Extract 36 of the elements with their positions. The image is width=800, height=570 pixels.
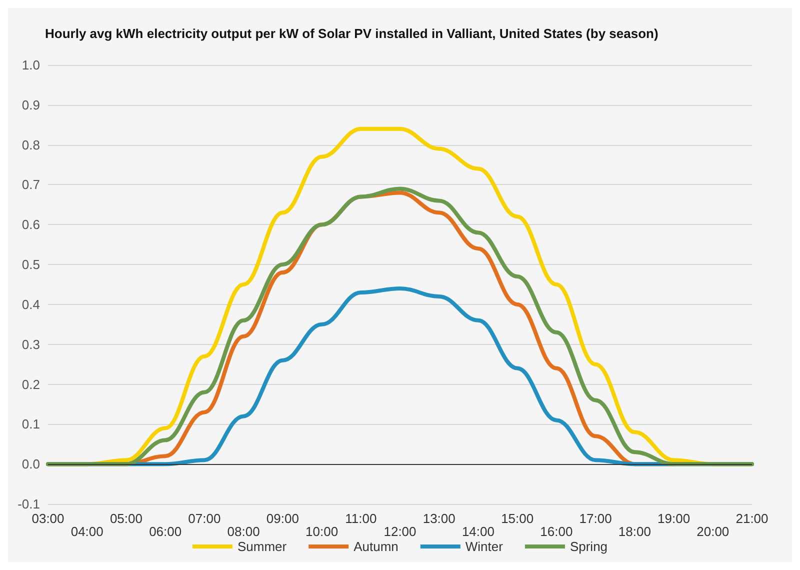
x-tick-label: 19:00 <box>658 511 690 526</box>
y-tick-label: 0.9 <box>22 97 40 112</box>
x-tick-label: 18:00 <box>618 524 651 539</box>
x-tick-label: 06:00 <box>149 524 182 539</box>
x-tick-label: 03:00 <box>32 511 64 526</box>
legend-label: Summer <box>237 539 288 554</box>
x-tick-label: 16:00 <box>540 524 573 539</box>
x-tick-label: 08:00 <box>227 524 260 539</box>
x-tick-label: 17:00 <box>579 511 612 526</box>
y-tick-label: 0.3 <box>22 336 40 352</box>
chart-title: Hourly avg kWh electricity output per kW of Solar PV installed in Valliant, United States (by season) <box>45 26 658 41</box>
x-tick-label: 14:00 <box>462 524 494 539</box>
x-tick-label: 04:00 <box>70 524 104 539</box>
legend-label: Winter <box>465 539 504 554</box>
y-tick-label: 0.1 <box>22 416 40 432</box>
y-tick-label: 0.7 <box>22 177 40 192</box>
y-tick-label: 0.8 <box>22 137 40 152</box>
x-tick-label: 15:00 <box>501 511 534 526</box>
y-tick-label: 0.5 <box>22 257 40 272</box>
x-tick-label: 09:00 <box>266 511 299 526</box>
y-tick-label: 1.0 <box>22 58 40 72</box>
y-tick-label: 0.6 <box>22 217 40 232</box>
x-tick-label: 11:00 <box>345 511 377 526</box>
legend-label: Autumn <box>354 539 398 554</box>
x-tick-label: 21:00 <box>736 511 768 526</box>
legend-label: Spring <box>570 539 608 554</box>
x-tick-label: 13:00 <box>422 511 456 526</box>
y-tick-label: 0.4 <box>22 296 40 312</box>
x-tick-label: 20:00 <box>696 524 730 539</box>
y-tick-label: 0.0 <box>22 456 40 472</box>
y-tick-label: 0.2 <box>22 376 40 392</box>
y-tick-label: -0.1 <box>18 496 40 512</box>
x-tick-label: 07:00 <box>188 511 221 526</box>
x-tick-label: 12:00 <box>384 524 416 539</box>
x-tick-label: 05:00 <box>110 511 142 526</box>
x-tick-label: 10:00 <box>306 524 338 539</box>
